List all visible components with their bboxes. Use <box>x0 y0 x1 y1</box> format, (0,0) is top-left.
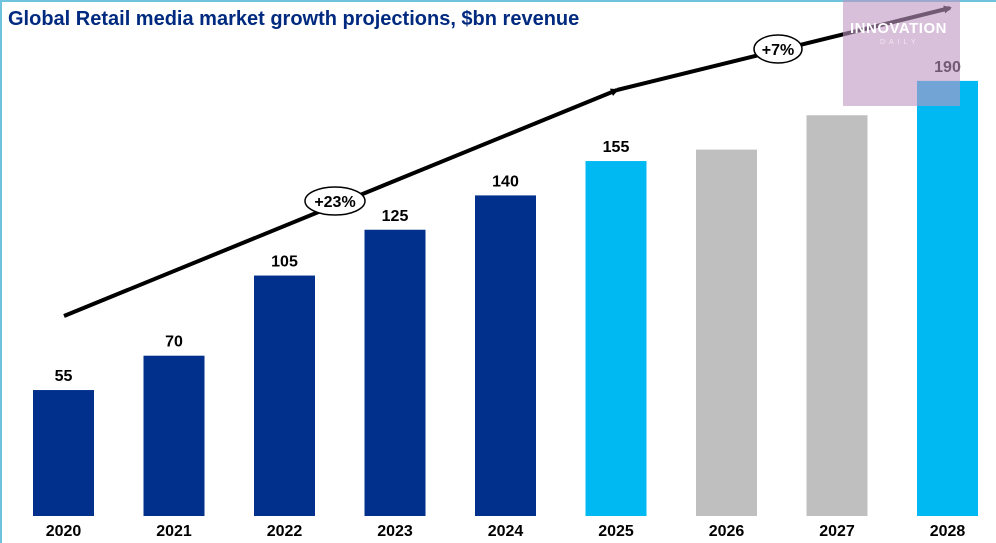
chart-title: Global Retail media market growth projec… <box>8 8 580 30</box>
x-tick-label: 2024 <box>488 523 524 540</box>
bar-2026 <box>696 149 757 516</box>
cagr-label: +7% <box>762 42 794 59</box>
watermark-subtext: DAILY <box>880 39 920 46</box>
bar-2028 <box>917 80 978 517</box>
x-tick-label: 2027 <box>819 523 855 540</box>
data-label: 70 <box>165 334 183 351</box>
bar-2022 <box>254 275 315 516</box>
x-tick-label: 2021 <box>156 523 192 540</box>
x-tick-label: 2028 <box>930 523 966 540</box>
x-tick-label: 2025 <box>598 523 634 540</box>
bar-2025 <box>585 161 647 517</box>
bar-2021 <box>143 355 205 516</box>
data-label: 105 <box>271 254 298 271</box>
cagr-badge <box>304 186 366 216</box>
data-label: 155 <box>603 139 630 156</box>
bar-2024 <box>475 195 536 516</box>
data-label: 140 <box>492 173 519 190</box>
watermark-logo <box>843 0 960 106</box>
cagr-label: +23% <box>314 194 355 211</box>
cagr-badge <box>753 34 803 64</box>
data-label: 55 <box>55 368 73 385</box>
x-tick-label: 2022 <box>267 523 303 540</box>
watermark-text: INNOVATION <box>850 20 947 37</box>
bar-2023 <box>364 229 426 516</box>
bar-2027 <box>806 115 868 516</box>
x-tick-label: 2026 <box>709 523 745 540</box>
bar-2020 <box>33 390 94 516</box>
data-label: 125 <box>382 208 409 225</box>
x-tick-label: 2023 <box>377 523 413 540</box>
x-tick-label: 2020 <box>46 523 82 540</box>
